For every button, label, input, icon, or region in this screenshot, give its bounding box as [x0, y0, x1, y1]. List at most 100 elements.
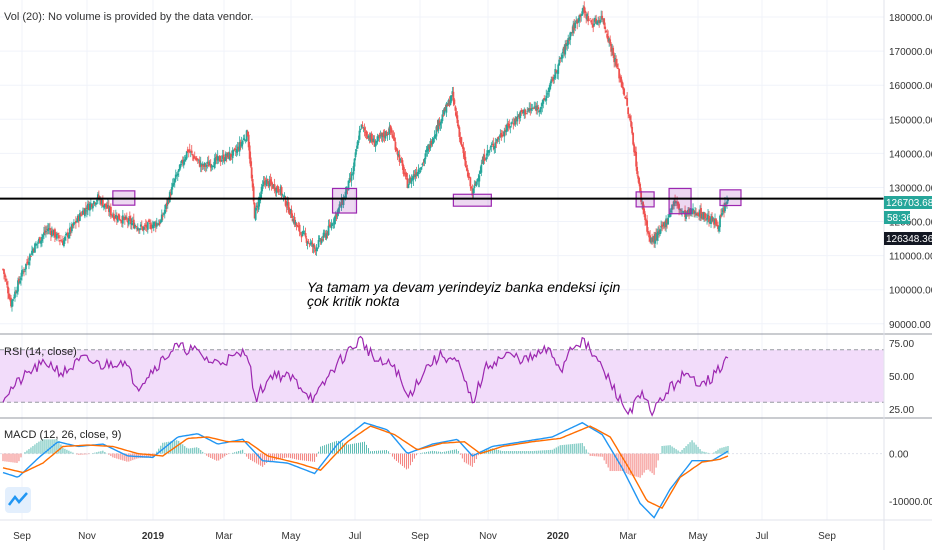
candle-body: [428, 144, 431, 150]
candle-body: [5, 278, 7, 281]
candle-body: [418, 170, 421, 172]
candle-body: [500, 133, 503, 137]
candle-body: [248, 145, 251, 159]
candle-body: [24, 268, 26, 270]
time-tick-label: Jul: [349, 531, 362, 542]
candle-body: [408, 178, 411, 184]
highlight-box[interactable]: [719, 189, 742, 207]
candle-body: [557, 64, 560, 74]
candle-body: [523, 109, 526, 114]
candle-body: [292, 218, 295, 223]
price-tick-label: 100000.00: [889, 286, 932, 297]
candle-body: [192, 156, 195, 160]
time-axis[interactable]: Sep Nov 2019 Mar May Jul Sep Nov 2020 Mar May Jul Se…: [13, 531, 836, 542]
candle-body: [234, 150, 237, 152]
candle-body: [161, 216, 164, 217]
candle-body: [590, 20, 593, 23]
candle-body: [80, 214, 83, 216]
candle-body: [625, 98, 628, 99]
candle-body: [321, 239, 324, 241]
candle-body: [9, 297, 11, 300]
candle-body: [576, 19, 579, 24]
candle-body: [272, 184, 275, 188]
candle-body: [624, 96, 627, 99]
candle-body: [260, 186, 263, 194]
candle-body: [705, 218, 707, 220]
candle-body: [127, 218, 130, 225]
candle-body: [11, 300, 13, 307]
candle-body: [538, 110, 541, 112]
candle-body: [194, 157, 197, 160]
candle-body: [267, 181, 270, 187]
rsi-line: [2, 335, 729, 417]
highlight-box[interactable]: [668, 187, 692, 215]
candle-body: [30, 256, 32, 257]
candle-body: [213, 158, 216, 169]
candle-body: [608, 38, 611, 42]
candle-body: [388, 126, 391, 134]
candle-body: [89, 203, 92, 206]
candle-body: [176, 173, 179, 176]
candle-body: [143, 225, 146, 227]
candle-body: [619, 76, 622, 79]
candle-body: [661, 224, 663, 227]
candle-body: [178, 164, 181, 171]
candle-body: [696, 214, 698, 215]
candle-body: [64, 236, 66, 241]
candle-body: [496, 138, 499, 142]
candle-body: [52, 230, 54, 236]
candle-body: [416, 172, 419, 176]
candle-body: [581, 11, 584, 16]
rsi-axis[interactable]: 25.00 50.00 75.00: [889, 339, 914, 416]
candle-body: [563, 46, 566, 54]
candle-body: [414, 174, 417, 178]
candle-body: [214, 156, 217, 159]
price-axis[interactable]: 90000.00 100000.00 110000.00 130000.00 14000…: [889, 13, 932, 331]
candle-body: [26, 262, 28, 264]
time-tick-label: Sep: [818, 531, 836, 542]
candle-body: [455, 112, 458, 117]
candle-body: [645, 220, 648, 222]
candle-body: [38, 238, 40, 242]
candle-body: [224, 153, 227, 161]
candle-body: [546, 93, 549, 95]
candle-body: [35, 243, 37, 246]
candle-body: [58, 235, 60, 239]
candle-body: [435, 126, 438, 137]
candle-body: [329, 225, 332, 227]
candle-body: [521, 109, 524, 113]
candle-body: [219, 160, 222, 162]
candle-body: [335, 213, 338, 218]
candle-body: [68, 234, 70, 239]
volume-notice: Vol (20): No volume is provided by the d…: [4, 11, 253, 23]
tradingview-logo-icon[interactable]: [5, 487, 31, 513]
candle-body: [486, 150, 489, 156]
candle-body: [166, 199, 169, 205]
candle-body: [202, 164, 205, 167]
candle-body: [472, 188, 475, 194]
candle-body: [555, 70, 558, 73]
candle-body: [606, 33, 609, 38]
candle-body: [339, 204, 342, 206]
highlight-box[interactable]: [452, 193, 492, 207]
candle-body: [622, 87, 625, 90]
highlight-box[interactable]: [331, 187, 358, 214]
candle-body: [591, 23, 594, 25]
candle-body: [159, 220, 162, 223]
candle-body: [256, 206, 259, 208]
candle-body: [155, 222, 158, 227]
candle-body: [524, 109, 527, 115]
candle-body: [463, 152, 466, 157]
candle-body: [184, 156, 187, 161]
candle-body: [186, 149, 189, 152]
macd-axis[interactable]: 0.00 -10000.00: [889, 450, 932, 508]
candle-body: [338, 204, 341, 208]
candle-body: [585, 14, 588, 19]
candle-body: [50, 230, 52, 235]
candle-body: [630, 121, 633, 127]
candle-body: [593, 23, 596, 26]
candle-body: [273, 184, 276, 191]
candle-body: [626, 97, 629, 106]
